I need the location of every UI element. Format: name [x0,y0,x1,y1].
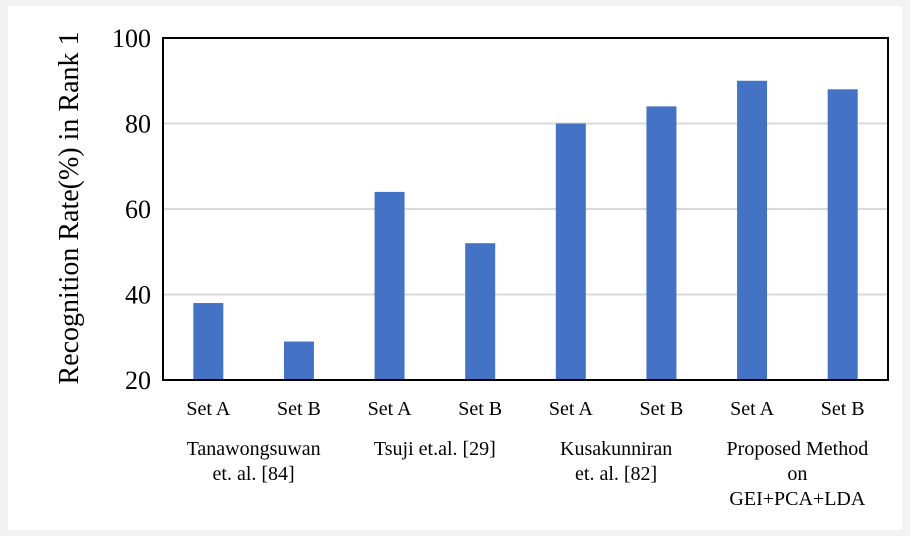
x-category-label: Set A [186,398,230,420]
y-axis-label: Recognition Rate(%) in Rank 1 [54,31,85,384]
bar [374,191,405,380]
group-label: GEI+PCA+LDA [729,488,865,510]
x-axis-categories: Set A Set B Set A Set B Set A Set B Set A Set B [186,398,864,420]
x-category-label: Set B [639,398,683,420]
bar [737,80,768,380]
bar [465,243,496,380]
group-label: Tsuji et.al. [29] [374,438,496,460]
x-category-label: Set B [277,398,321,420]
group-label: Proposed Method [727,438,869,460]
x-category-label: Set A [730,398,774,420]
x-axis-groups: Tanawongsuwan et. al. [84] Tsuji et.al. [2… [187,438,869,510]
bar [827,89,858,381]
group-label: Tanawongsuwan [187,438,321,460]
y-tick-label: 40 [125,281,151,310]
gridlines [163,122,888,296]
bar [555,123,586,380]
bar [646,106,677,381]
y-tick-label: 60 [125,195,151,224]
group-label: et. al. [82] [575,463,657,485]
group-label: et. al. [84] [213,463,295,485]
bar [283,341,314,380]
x-category-label: Set B [458,398,502,420]
x-category-label: Set B [821,398,865,420]
bar [193,303,224,380]
y-tick-label: 20 [125,366,151,395]
x-category-label: Set A [549,398,593,420]
plot-area-border [162,37,889,381]
y-tick-label: 100 [112,24,151,53]
group-label: on [787,463,807,485]
bars [193,80,858,381]
y-axis-ticks: 20 40 60 80 100 [112,24,151,395]
group-label: Kusakunniran [560,438,672,460]
y-tick-label: 80 [125,110,151,139]
x-category-label: Set A [368,398,412,420]
